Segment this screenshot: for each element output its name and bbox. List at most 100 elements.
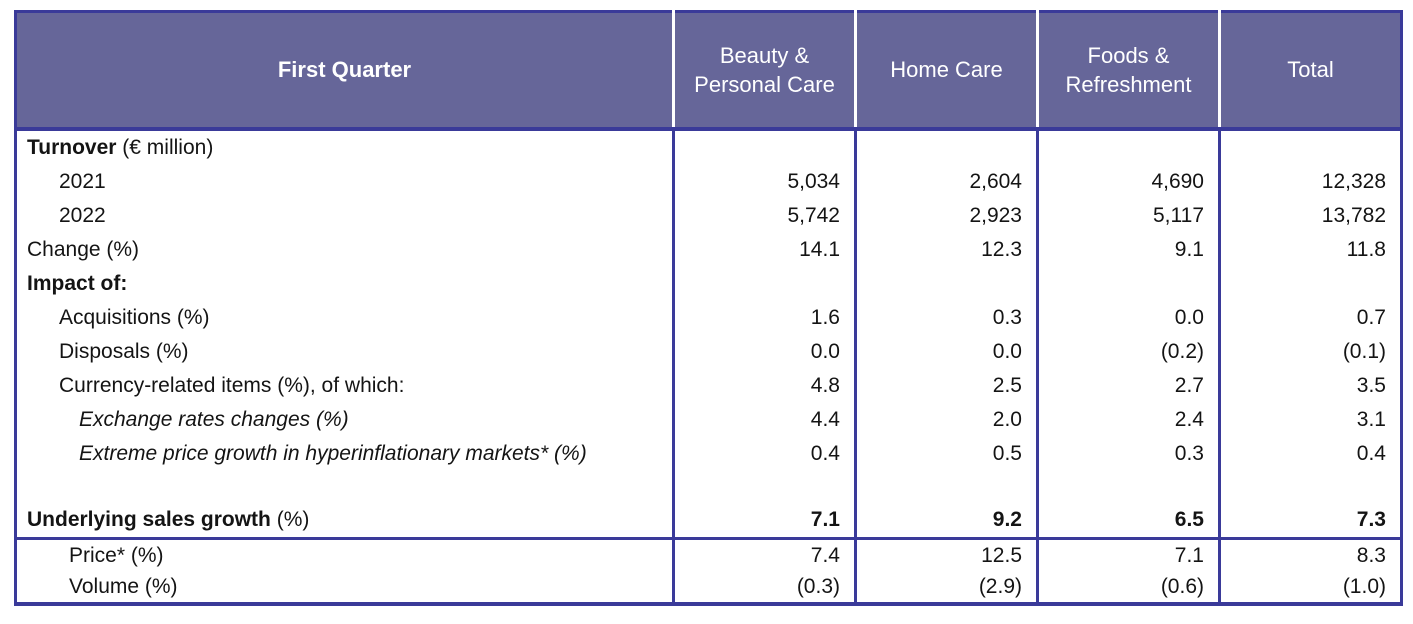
value-cell: 3.1 xyxy=(1218,403,1402,437)
value-cell xyxy=(854,129,1038,165)
value-cell xyxy=(672,471,856,503)
value-cell: 13,782 xyxy=(1218,199,1402,233)
value-cell: 0.0 xyxy=(1036,301,1220,335)
row-label: 2022 xyxy=(15,199,674,233)
value-cell: 0.4 xyxy=(1218,437,1402,471)
value-cell: 2.5 xyxy=(854,369,1038,403)
value-cell xyxy=(1036,129,1220,165)
table-row: Price* (%) 7.4 12.5 7.1 8.3 xyxy=(15,538,1402,571)
value-cell xyxy=(1218,267,1402,301)
table-row: Currency-related items (%), of which: 4.8… xyxy=(15,369,1402,403)
row-label-text: Impact of: xyxy=(27,272,128,295)
value-cell: 14.1 xyxy=(672,233,856,267)
value-cell: 2.7 xyxy=(1036,369,1220,403)
header-row: First Quarter Beauty & Personal Care Hom… xyxy=(15,11,1402,131)
row-label-text: Price* (%) xyxy=(69,543,164,567)
row-label: Acquisitions (%) xyxy=(15,301,674,335)
row-label-text: Underlying sales growth xyxy=(27,508,271,531)
value-cell: 0.0 xyxy=(854,335,1038,369)
value-cell: 9.2 xyxy=(854,503,1038,540)
row-label-suffix: (%) xyxy=(270,508,310,531)
value-cell: 7.3 xyxy=(1218,503,1402,540)
page-container: First Quarter Beauty & Personal Care Hom… xyxy=(14,10,1403,606)
value-cell xyxy=(1218,129,1402,165)
value-cell: (0.1) xyxy=(1218,335,1402,369)
table-row: Acquisitions (%) 1.6 0.3 0.0 0.7 xyxy=(15,301,1402,335)
value-cell: 2,923 xyxy=(854,199,1038,233)
value-cell: 8.3 xyxy=(1218,538,1402,571)
table-row: 2021 5,034 2,604 4,690 12,328 xyxy=(15,165,1402,199)
header-period-title: First Quarter xyxy=(15,11,674,131)
row-label xyxy=(15,471,674,503)
row-label-text: Change (%) xyxy=(27,238,140,261)
row-label: Price* (%) xyxy=(15,538,674,571)
value-cell: 0.3 xyxy=(1036,437,1220,471)
value-cell: 6.5 xyxy=(1036,503,1220,540)
row-label-text: Volume (%) xyxy=(69,574,178,598)
table-row: Disposals (%) 0.0 0.0 (0.2) (0.1) xyxy=(15,335,1402,369)
value-cell: 12.5 xyxy=(854,538,1038,571)
value-cell: (0.2) xyxy=(1036,335,1220,369)
row-label-text: Currency-related items (%), of which: xyxy=(59,374,405,397)
header-col-beauty-personal-care: Beauty & Personal Care xyxy=(672,11,856,131)
row-label: 2021 xyxy=(15,165,674,199)
value-cell: 5,034 xyxy=(672,165,856,199)
value-cell: 11.8 xyxy=(1218,233,1402,267)
row-label: Turnover (€ million) xyxy=(15,129,674,165)
value-cell: 7.4 xyxy=(672,538,856,571)
value-cell: 2,604 xyxy=(854,165,1038,199)
value-cell: 0.5 xyxy=(854,437,1038,471)
value-cell: 9.1 xyxy=(1036,233,1220,267)
value-cell: 0.4 xyxy=(672,437,856,471)
header-col-home-care: Home Care xyxy=(854,11,1038,131)
value-cell: 12.3 xyxy=(854,233,1038,267)
value-cell: 4.8 xyxy=(672,369,856,403)
row-label: Change (%) xyxy=(15,233,674,267)
value-cell: 0.3 xyxy=(854,301,1038,335)
value-cell: 2.0 xyxy=(854,403,1038,437)
value-cell: 3.5 xyxy=(1218,369,1402,403)
header-col-foods-refreshment: Foods & Refreshment xyxy=(1036,11,1220,131)
value-cell xyxy=(854,267,1038,301)
value-cell: 1.6 xyxy=(672,301,856,335)
table-row: Change (%) 14.1 12.3 9.1 11.8 xyxy=(15,233,1402,267)
value-cell xyxy=(1218,471,1402,503)
row-label: Impact of: xyxy=(15,267,674,301)
row-label-text: Acquisitions (%) xyxy=(59,306,210,329)
value-cell: 4.4 xyxy=(672,403,856,437)
table-row: Impact of: xyxy=(15,267,1402,301)
value-cell xyxy=(854,471,1038,503)
row-label: Underlying sales growth (%) xyxy=(15,503,674,540)
row-label-text: Extreme price growth in hyperinflationar… xyxy=(79,442,587,465)
row-label: Extreme price growth in hyperinflationar… xyxy=(15,437,674,471)
table-row: Volume (%) (0.3) (2.9) (0.6) (1.0) xyxy=(15,571,1402,604)
value-cell: 7.1 xyxy=(1036,538,1220,571)
value-cell: 5,117 xyxy=(1036,199,1220,233)
row-label: Currency-related items (%), of which: xyxy=(15,369,674,403)
table-header: First Quarter Beauty & Personal Care Hom… xyxy=(15,11,1402,131)
spacer-row xyxy=(15,471,1402,503)
table-row: Extreme price growth in hyperinflationar… xyxy=(15,437,1402,471)
value-cell: 0.0 xyxy=(672,335,856,369)
value-cell xyxy=(1036,267,1220,301)
value-cell: (0.6) xyxy=(1036,571,1220,604)
value-cell: (1.0) xyxy=(1218,571,1402,604)
table-row: Exchange rates changes (%) 4.4 2.0 2.4 3.1 xyxy=(15,403,1402,437)
value-cell xyxy=(672,267,856,301)
table-row: Turnover (€ million) xyxy=(15,129,1402,165)
value-cell: (0.3) xyxy=(672,571,856,604)
row-label-text: 2022 xyxy=(59,204,106,227)
row-label: Volume (%) xyxy=(15,571,674,604)
value-cell xyxy=(672,129,856,165)
value-cell: 12,328 xyxy=(1218,165,1402,199)
value-cell: 2.4 xyxy=(1036,403,1220,437)
row-label-text: Turnover xyxy=(27,136,117,159)
header-col-total: Total xyxy=(1218,11,1402,131)
value-cell xyxy=(1036,471,1220,503)
financial-results-table: First Quarter Beauty & Personal Care Hom… xyxy=(14,10,1403,606)
row-label-text: Exchange rates changes (%) xyxy=(79,408,349,431)
row-label: Exchange rates changes (%) xyxy=(15,403,674,437)
value-cell: (2.9) xyxy=(854,571,1038,604)
value-cell: 7.1 xyxy=(672,503,856,540)
row-label-suffix: (€ million) xyxy=(116,136,214,159)
